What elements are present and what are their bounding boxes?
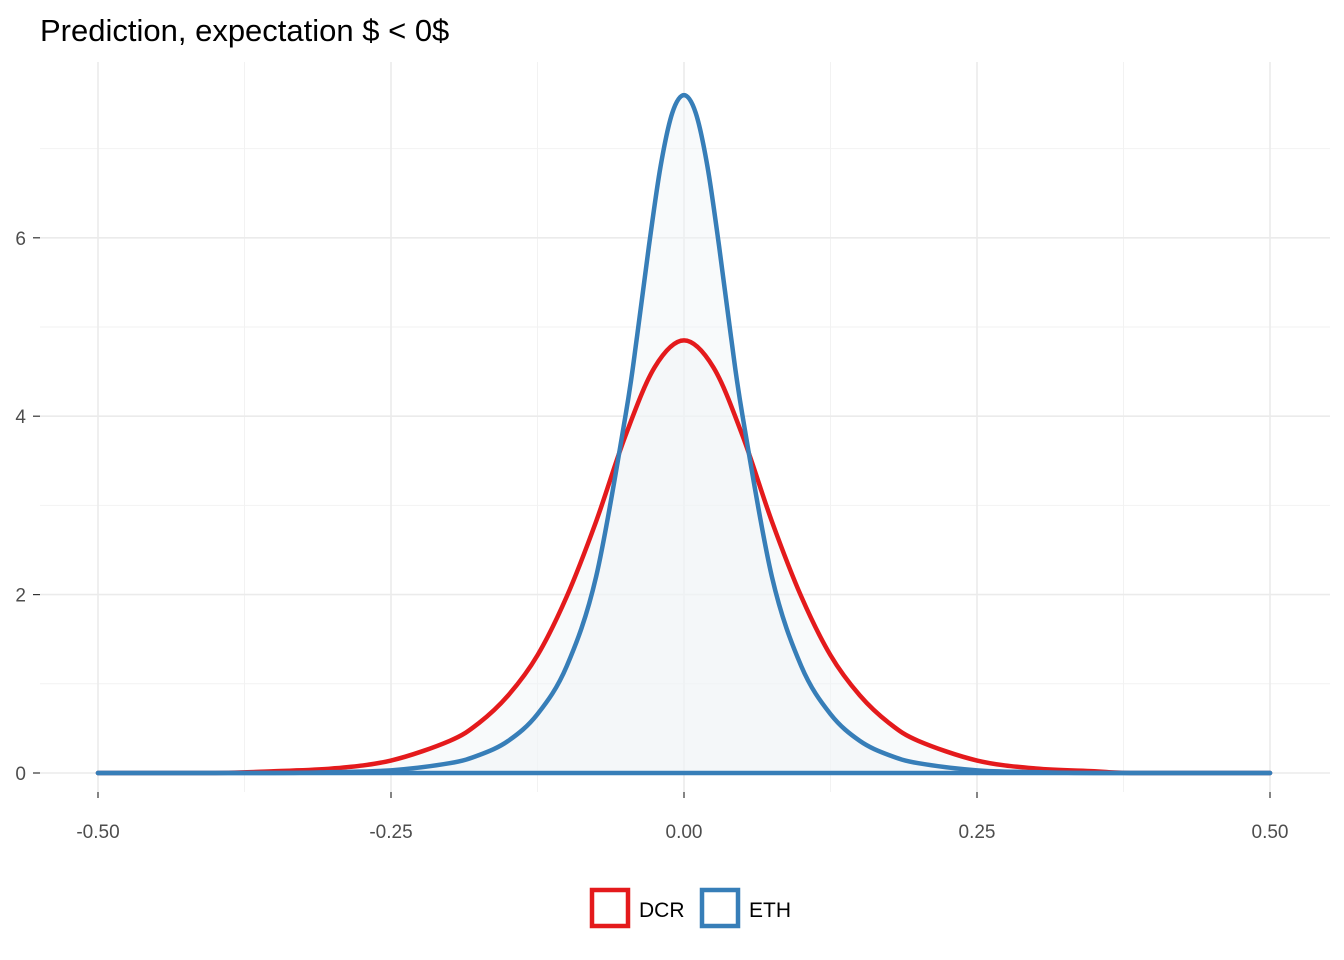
- y-tick-label: 6: [15, 229, 26, 250]
- legend-key-eth: [699, 887, 741, 929]
- area-eth: [98, 95, 1270, 773]
- x-tick-label: 0.25: [959, 822, 996, 843]
- legend: DCR ETH: [589, 887, 791, 929]
- density-lines: [95, 92, 1273, 776]
- line-dcr: [95, 338, 1273, 776]
- chart-title: Prediction, expectation $ < 0$: [40, 13, 449, 48]
- x-tick-label: 0.00: [666, 822, 703, 843]
- y-tick-label: 0: [15, 764, 26, 785]
- x-tick-label: -0.25: [369, 822, 412, 843]
- y-tick-label: 4: [15, 407, 26, 428]
- line-eth: [95, 92, 1273, 776]
- area-dcr: [98, 340, 1270, 773]
- x-tick-label: -0.50: [76, 822, 119, 843]
- y-tick-label: 2: [15, 586, 26, 607]
- x-tick-label: 0.50: [1252, 822, 1289, 843]
- legend-label-dcr: DCR: [639, 899, 685, 922]
- legend-key-dcr: [589, 887, 631, 929]
- x-axis: -0.50 -0.25 0.00 0.25 0.50: [76, 792, 1288, 843]
- y-axis: 0 2 4 6: [15, 229, 40, 785]
- legend-label-eth: ETH: [749, 899, 791, 922]
- density-areas: [98, 95, 1270, 773]
